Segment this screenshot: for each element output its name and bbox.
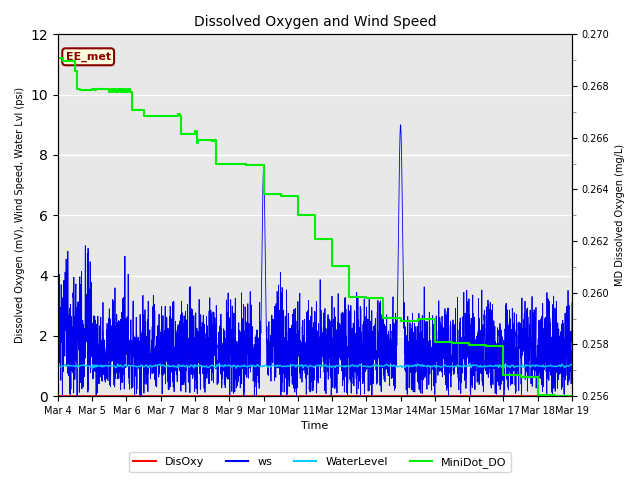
X-axis label: Time: Time [301, 421, 328, 432]
Title: Dissolved Oxygen and Wind Speed: Dissolved Oxygen and Wind Speed [194, 15, 436, 29]
Y-axis label: Dissolved Oxygen (mV), Wind Speed, Water Lvl (psi): Dissolved Oxygen (mV), Wind Speed, Water… [15, 87, 25, 343]
Legend: DisOxy, ws, WaterLevel, MiniDot_DO: DisOxy, ws, WaterLevel, MiniDot_DO [129, 452, 511, 472]
Text: EE_met: EE_met [66, 52, 111, 62]
Y-axis label: MD Dissolved Oxygen (mg/L): MD Dissolved Oxygen (mg/L) [615, 144, 625, 286]
